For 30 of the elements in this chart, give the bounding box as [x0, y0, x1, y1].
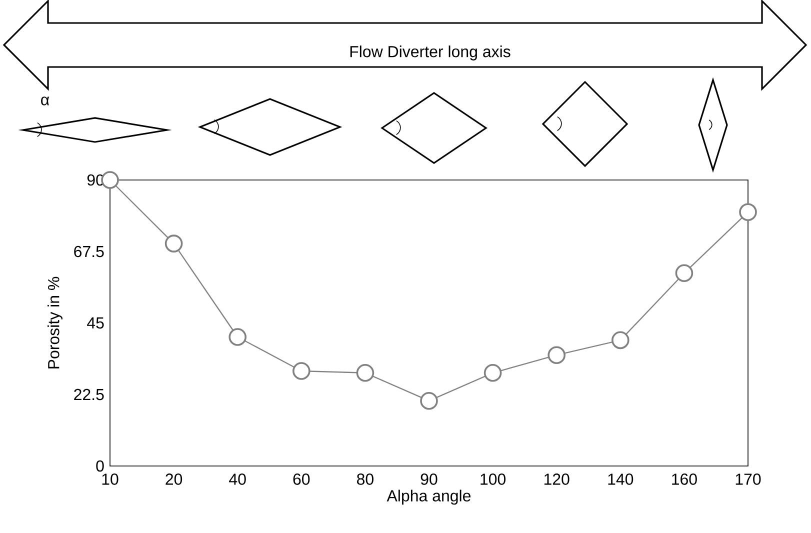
point — [739, 203, 757, 222]
x-tick-label: 90 — [420, 474, 438, 485]
point — [292, 362, 310, 380]
x-tick-label: 100 — [480, 474, 506, 485]
x-tick-label: 170 — [736, 474, 761, 485]
point — [228, 328, 246, 346]
x-tick-label: 80 — [356, 474, 374, 485]
y-tick-label: 0 — [96, 460, 104, 472]
point — [484, 364, 502, 382]
y-tick-label: 22.5 — [74, 388, 104, 400]
point — [164, 234, 183, 252]
x-tick-label: 40 — [229, 474, 246, 485]
x-tick-label: 60 — [293, 474, 310, 485]
y-tick-label: 67.5 — [74, 246, 104, 258]
x-tick-label: 10 — [102, 474, 118, 485]
point — [101, 171, 119, 189]
point — [356, 364, 374, 382]
point — [420, 392, 438, 410]
x-tick-label: 20 — [166, 474, 182, 485]
text: α — [41, 96, 50, 106]
x-tick-label: 160 — [672, 474, 697, 485]
point — [548, 346, 566, 364]
x-tick-label: 140 — [608, 474, 634, 485]
text: Flow Diverter long axis — [350, 46, 510, 60]
x-axis-title: Alpha angle — [386, 490, 471, 505]
y-axis-title: Porosity in % — [48, 276, 62, 368]
x-tick-label: 120 — [544, 474, 570, 485]
y-tick-label: 45 — [87, 317, 104, 329]
point — [675, 264, 694, 282]
point — [612, 331, 630, 350]
